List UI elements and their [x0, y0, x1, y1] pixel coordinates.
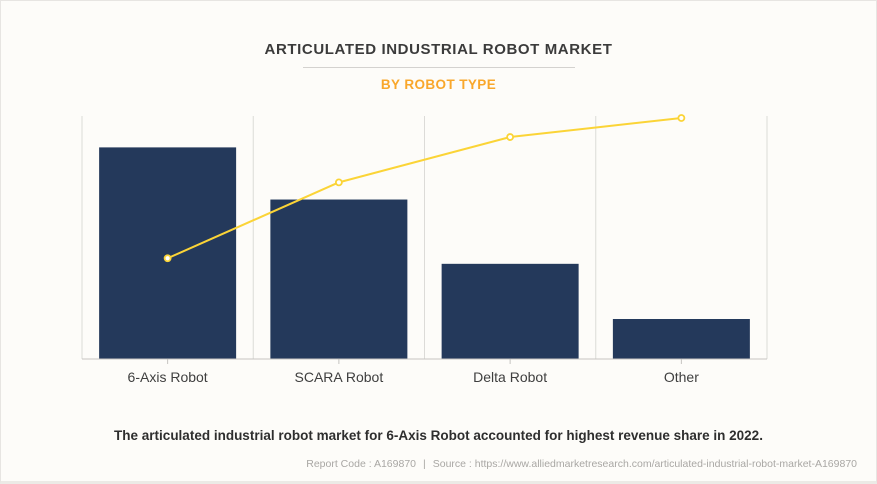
- line-marker-0: [163, 254, 172, 263]
- chart-header: ARTICULATED INDUSTRIAL ROBOT MARKET BY R…: [1, 1, 876, 92]
- chart-caption: The articulated industrial robot market …: [114, 428, 763, 443]
- chart-subtitle: BY ROBOT TYPE: [380, 77, 497, 92]
- bar-2: [441, 263, 579, 359]
- bar-1: [270, 199, 408, 359]
- x-axis-label: SCARA Robot: [294, 369, 384, 385]
- line-marker-2: [506, 133, 515, 141]
- x-axis-label: 6-Axis Robot: [127, 369, 208, 385]
- report-code: Report Code : A169870: [306, 458, 416, 470]
- cumulative-trend-line: [166, 117, 683, 260]
- line-marker-3: [677, 114, 686, 122]
- line-marker-1: [334, 178, 343, 187]
- source-url: Source : https://www.alliedmarketresearc…: [432, 458, 857, 470]
- footer: Report Code : A169870 | Source : https://w…: [306, 458, 857, 470]
- chart-title: ARTICULATED INDUSTRIAL ROBOT MARKET: [264, 41, 613, 58]
- x-axis-labels: 6-Axis Robot SCARA Robot Delta Robot Oth…: [82, 369, 767, 385]
- x-axis-label: Other: [663, 369, 699, 385]
- bar-0: [99, 147, 237, 359]
- pareto-chart: [81, 114, 768, 364]
- x-axis-label: Delta Robot: [473, 369, 548, 385]
- bar-3: [612, 319, 750, 359]
- title-divider: [302, 67, 575, 68]
- footer-separator: |: [423, 458, 426, 470]
